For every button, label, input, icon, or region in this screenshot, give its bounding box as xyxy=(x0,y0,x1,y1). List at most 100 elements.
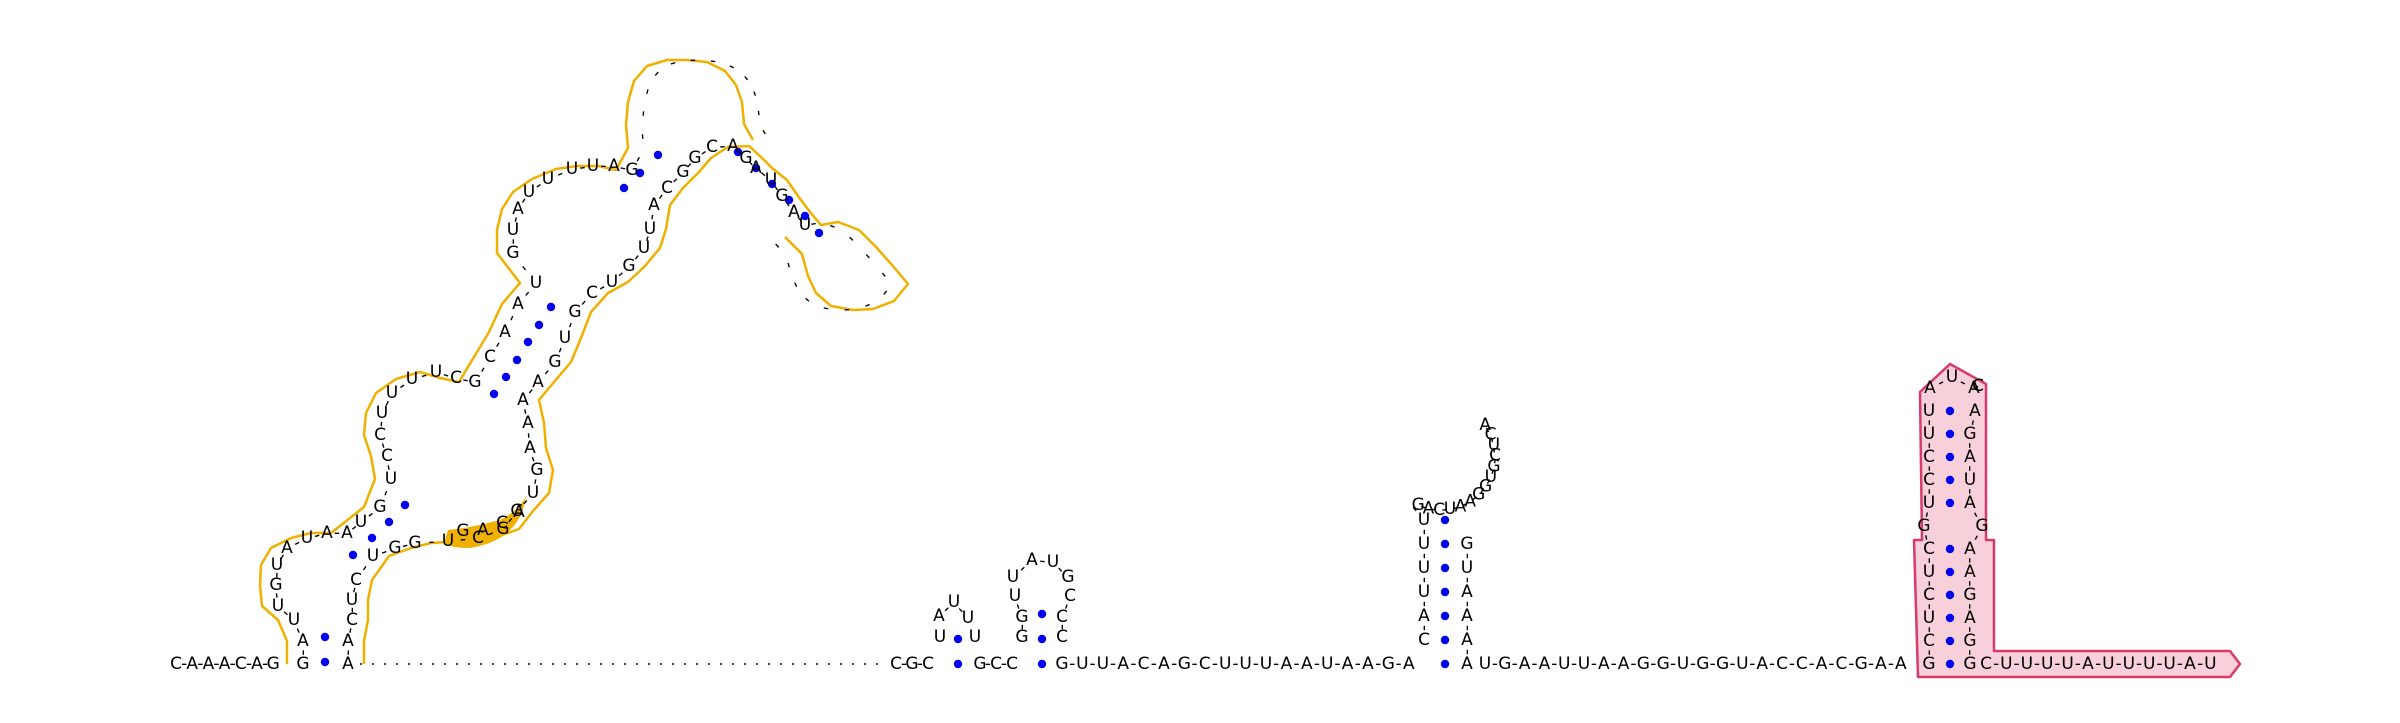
backbone-link: - xyxy=(1294,654,1300,674)
backbone-link: - xyxy=(749,109,769,117)
backbone-link: - xyxy=(1993,654,1999,674)
backbone-link: - xyxy=(371,420,391,428)
backbone-link: - xyxy=(1916,532,1937,542)
backbone-link: - xyxy=(2177,654,2183,674)
nucleotide-a: A xyxy=(1968,378,1980,398)
backbone-link: - xyxy=(379,463,400,472)
backbone-link: - xyxy=(2197,654,2203,674)
nucleotide-g: G xyxy=(1055,654,1068,674)
nucleotide-a: A xyxy=(2184,654,2196,674)
nucleotide-c: C xyxy=(350,570,362,590)
backbone-link: - xyxy=(667,53,679,74)
base-pair-dot xyxy=(953,634,963,644)
base-pair-dot xyxy=(400,500,410,510)
base-pair-dot xyxy=(1945,429,1955,439)
backbone-link: - xyxy=(1512,654,1518,674)
nucleotide-a: A xyxy=(1479,415,1491,435)
nucleotide-u: U xyxy=(430,362,442,382)
nucleotide-a: A xyxy=(1026,550,1038,570)
nucleotide-c: C xyxy=(706,137,718,157)
base-pair-dot xyxy=(523,337,533,347)
backbone-link: - xyxy=(181,654,187,674)
base-pair-dot xyxy=(501,372,511,382)
backbone-link: - xyxy=(1919,603,1939,609)
nucleotide-u: U xyxy=(1418,510,1430,530)
nucleotide-g: G xyxy=(1922,654,1935,674)
backbone-link: - xyxy=(1012,624,1032,630)
nucleotide-u: U xyxy=(1418,582,1430,602)
backbone-link: - xyxy=(523,453,544,465)
nucleotide-g: G xyxy=(1657,654,1670,674)
nucleotide-c: C xyxy=(1980,654,1992,674)
nucleotide-g: G xyxy=(1716,654,1729,674)
backbone-link: - xyxy=(1090,654,1096,674)
nucleotide-u: U xyxy=(367,546,379,566)
nucleotide-g: G xyxy=(568,302,581,322)
nucleotide-c: C xyxy=(1064,586,1076,606)
backbone-link: - xyxy=(1414,577,1434,583)
base-pair-dot xyxy=(1945,544,1955,554)
nucleotide-a: A xyxy=(788,202,800,222)
backbone-link: - xyxy=(1670,654,1676,674)
nucleotide-a: A xyxy=(727,136,739,156)
nucleotide-a: A xyxy=(1455,496,1467,516)
base-pair-dot xyxy=(367,533,377,543)
backbone-link: - xyxy=(1960,557,1980,563)
backbone-link: - xyxy=(1591,654,1597,674)
nucleotide-u: U xyxy=(301,528,313,548)
nucleotide-c: C xyxy=(1923,631,1935,651)
base-pair-dot xyxy=(348,550,358,560)
backbone-link: - xyxy=(1960,580,1980,586)
nucleotide-c: C xyxy=(1418,630,1430,650)
nucleotide-c: C xyxy=(374,425,386,445)
nucleotide-u: U xyxy=(559,328,571,348)
nucleotide-u: U xyxy=(1219,654,1231,674)
base-pair-dot xyxy=(800,211,810,221)
backbone-link: - xyxy=(1531,654,1537,674)
nucleotide-g: G xyxy=(1963,424,1976,444)
backbone-link: - xyxy=(1314,654,1320,674)
backbone-link: - xyxy=(1151,654,1157,674)
nucleotide-c: C xyxy=(890,654,902,674)
nucleotide-u: U xyxy=(346,590,358,610)
nucleotide-c: C xyxy=(1923,539,1935,559)
nucleotide-c: C xyxy=(1923,447,1935,467)
nucleotide-u: U xyxy=(1418,534,1430,554)
nucleotide-u: U xyxy=(1946,367,1958,387)
nucleotide-a: A xyxy=(1362,654,1374,674)
nucleotide-g: G xyxy=(1479,476,1492,496)
nucleotide-c: C xyxy=(381,446,393,466)
nucleotide-u: U xyxy=(1007,567,1019,587)
backbone-link: - xyxy=(1355,654,1361,674)
nucleotide-a: A xyxy=(1964,493,1976,513)
nucleotide-c: C xyxy=(1796,654,1808,674)
nucleotide-g: G xyxy=(496,519,509,539)
nucleotide-u: U xyxy=(271,555,283,575)
backbone-link: - xyxy=(1729,654,1735,674)
backbone-link: - xyxy=(1919,465,1939,471)
nucleotide-u: U xyxy=(765,170,777,190)
nucleotide-a: A xyxy=(1403,654,1415,674)
nucleotide-u: U xyxy=(1964,470,1976,490)
backbone-link: - xyxy=(2156,654,2162,674)
backbone-link: - xyxy=(1919,442,1939,448)
backbone-link: - xyxy=(428,532,435,552)
nucleotide-g: G xyxy=(1061,567,1074,587)
nucleotide-a: A xyxy=(1969,401,1981,421)
nucleotide-a: A xyxy=(1423,499,1435,519)
nucleotide-u: U xyxy=(2123,654,2135,674)
nucleotide-c: C xyxy=(170,654,182,674)
backbone-link: - xyxy=(1001,654,1007,674)
backbone-link: - xyxy=(340,626,361,636)
nucleotide-g: G xyxy=(1487,456,1500,476)
pink-domain-highlight xyxy=(1912,362,2242,679)
nucleotide-u: U xyxy=(2000,654,2012,674)
backbone-link: - xyxy=(917,654,923,674)
base-pair-dot xyxy=(1945,406,1955,416)
nucleotide-a: A xyxy=(1301,654,1313,674)
backbone-link: - xyxy=(440,365,452,386)
nucleotide-u: U xyxy=(2041,654,2053,674)
backbone-link: - xyxy=(1650,654,1656,674)
backbone-link: - xyxy=(342,607,362,613)
